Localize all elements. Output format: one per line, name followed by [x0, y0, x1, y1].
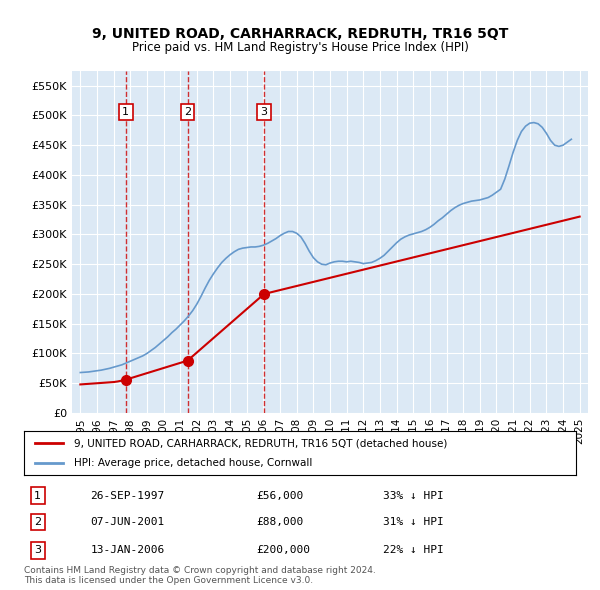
Text: 2: 2: [34, 517, 41, 527]
Text: This data is licensed under the Open Government Licence v3.0.: This data is licensed under the Open Gov…: [24, 576, 313, 585]
Text: 1: 1: [122, 107, 129, 117]
Text: £56,000: £56,000: [256, 491, 303, 500]
Text: Price paid vs. HM Land Registry's House Price Index (HPI): Price paid vs. HM Land Registry's House …: [131, 41, 469, 54]
Text: 13-JAN-2006: 13-JAN-2006: [90, 546, 164, 555]
Text: 07-JUN-2001: 07-JUN-2001: [90, 517, 164, 527]
Text: HPI: Average price, detached house, Cornwall: HPI: Average price, detached house, Corn…: [74, 458, 312, 467]
Text: 1: 1: [34, 491, 41, 500]
Text: £200,000: £200,000: [256, 546, 310, 555]
Text: 33% ↓ HPI: 33% ↓ HPI: [383, 491, 443, 500]
Text: 22% ↓ HPI: 22% ↓ HPI: [383, 546, 443, 555]
Text: 9, UNITED ROAD, CARHARRACK, REDRUTH, TR16 5QT (detached house): 9, UNITED ROAD, CARHARRACK, REDRUTH, TR1…: [74, 438, 447, 448]
Text: 2: 2: [184, 107, 191, 117]
Text: Contains HM Land Registry data © Crown copyright and database right 2024.: Contains HM Land Registry data © Crown c…: [24, 566, 376, 575]
Text: 3: 3: [260, 107, 268, 117]
Text: 3: 3: [34, 546, 41, 555]
Text: £88,000: £88,000: [256, 517, 303, 527]
Text: 9, UNITED ROAD, CARHARRACK, REDRUTH, TR16 5QT: 9, UNITED ROAD, CARHARRACK, REDRUTH, TR1…: [92, 27, 508, 41]
Text: 31% ↓ HPI: 31% ↓ HPI: [383, 517, 443, 527]
Text: 26-SEP-1997: 26-SEP-1997: [90, 491, 164, 500]
